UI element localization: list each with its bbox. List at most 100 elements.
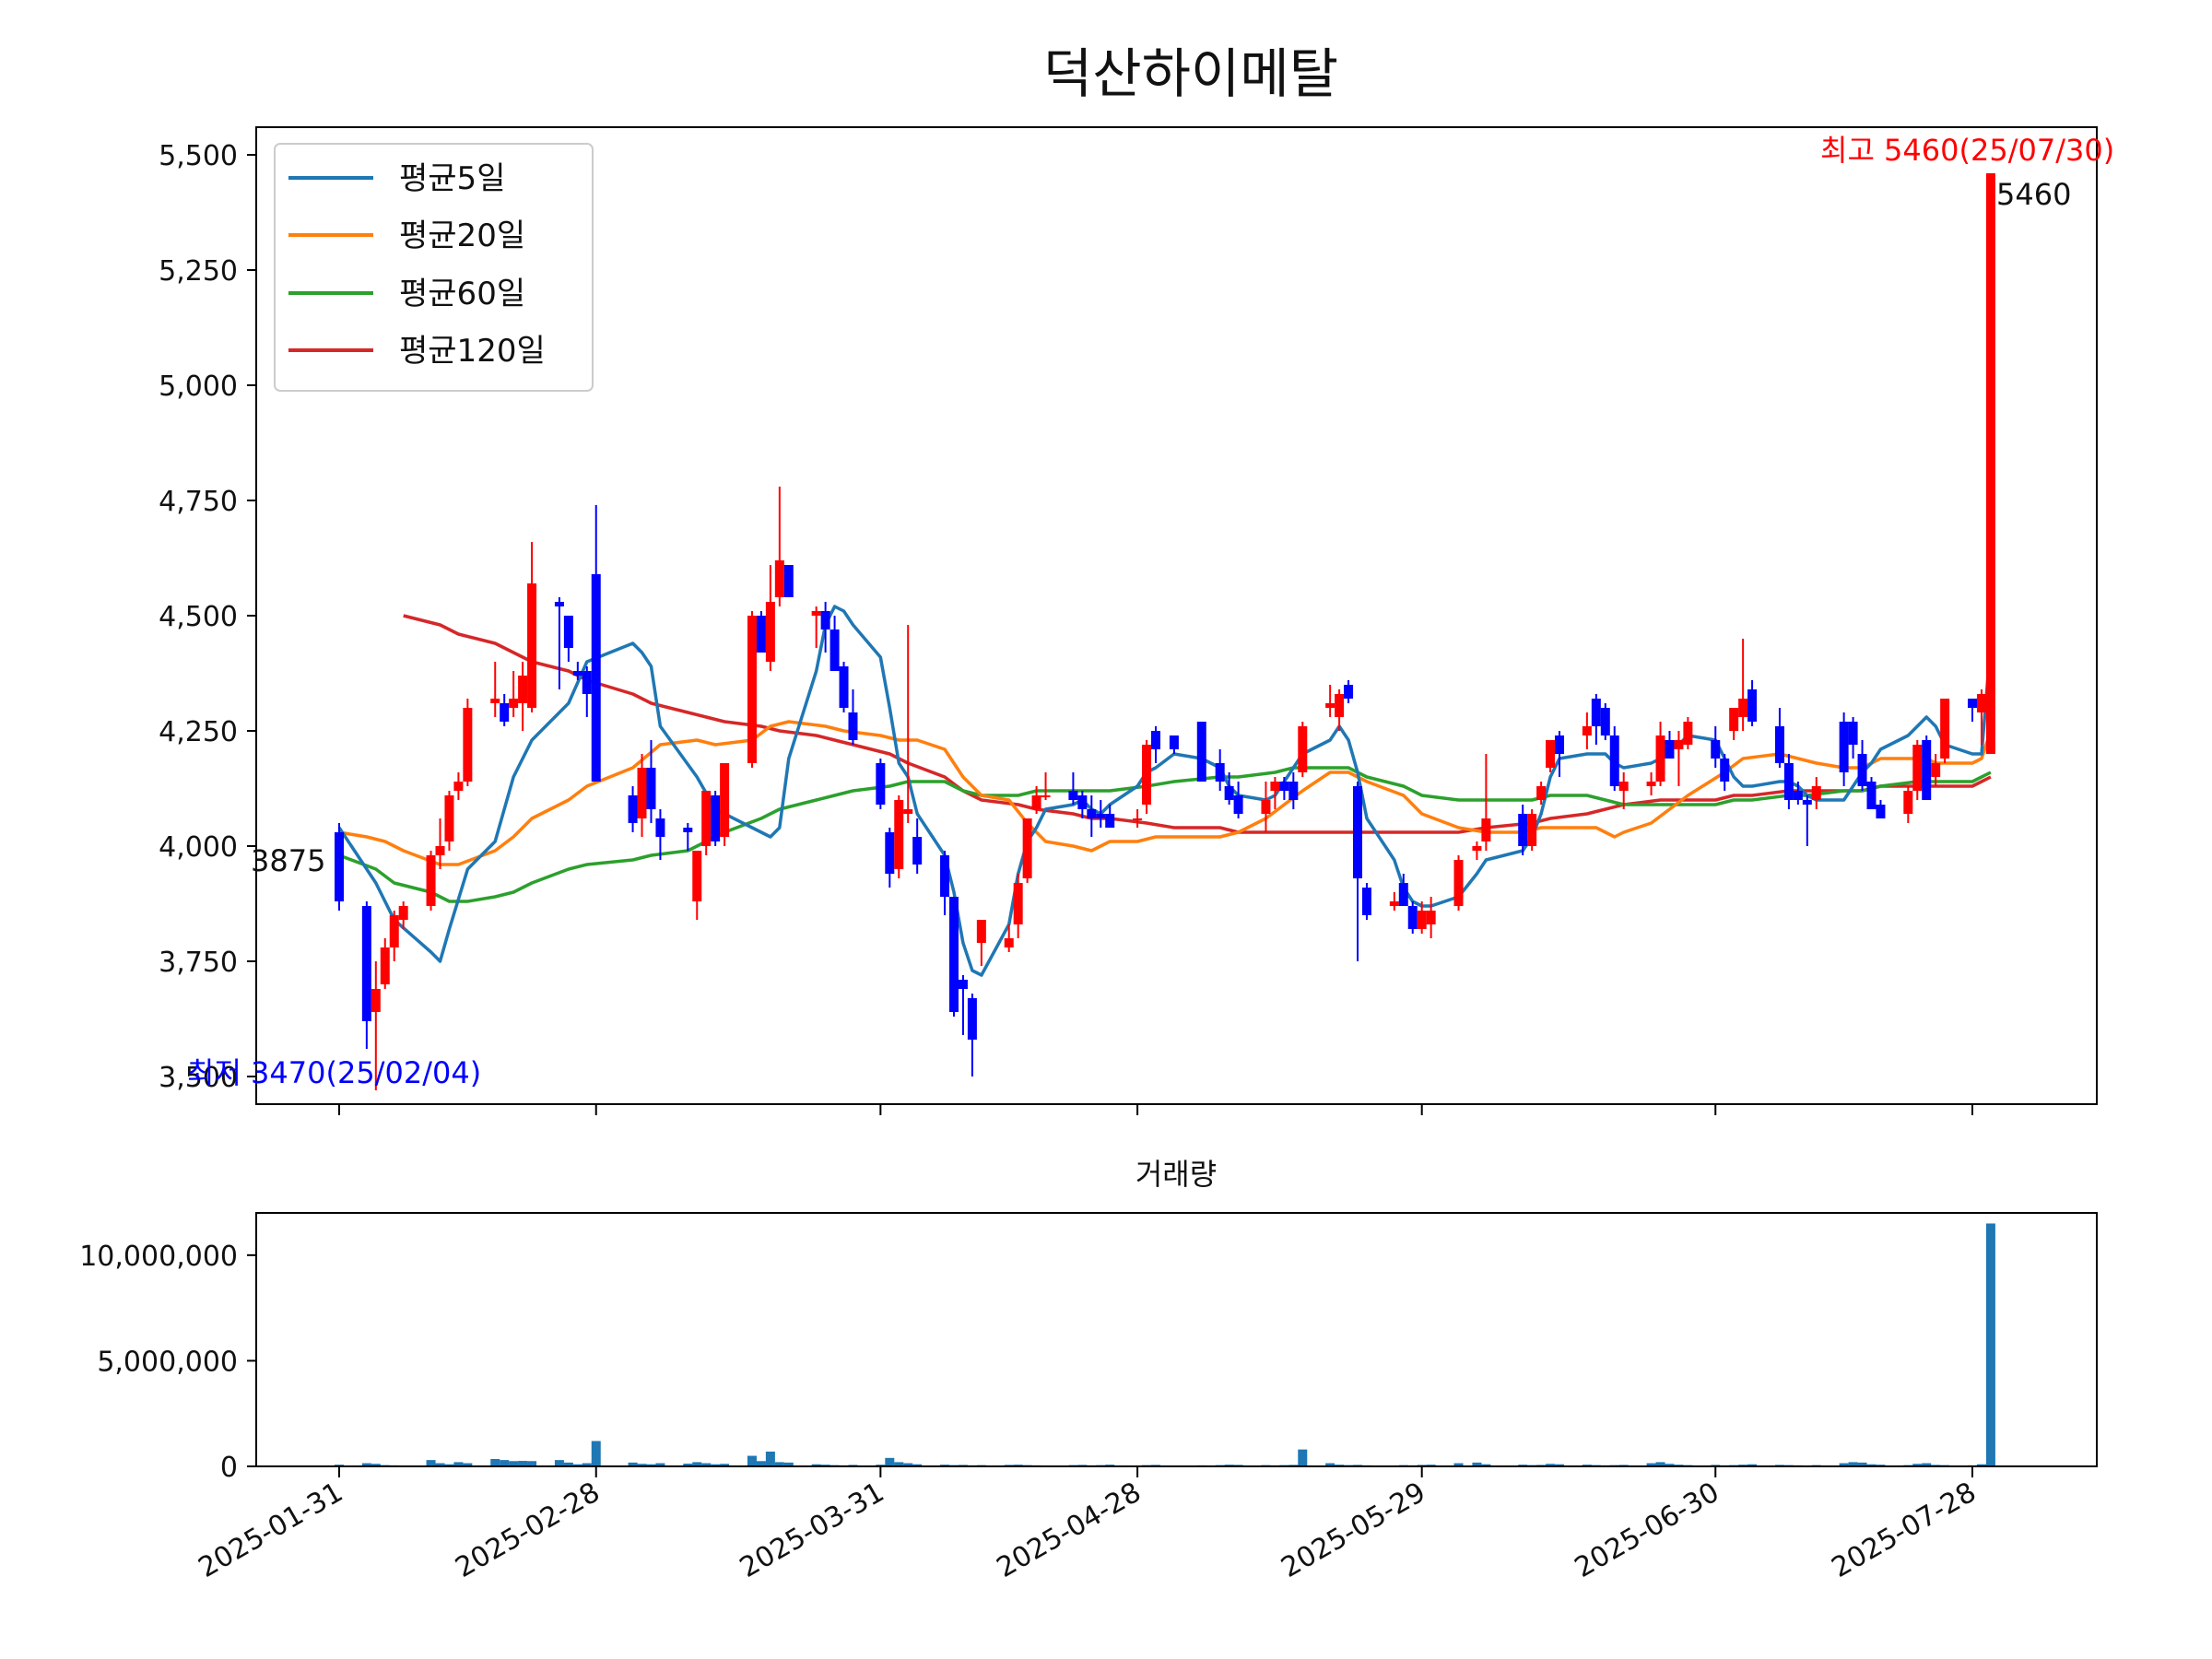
candle bbox=[1903, 786, 1913, 823]
candle-body bbox=[1224, 786, 1234, 800]
volume-bar bbox=[711, 1464, 721, 1466]
candle-body bbox=[361, 906, 371, 1021]
candle bbox=[1022, 818, 1032, 883]
candle-body bbox=[1142, 745, 1152, 805]
candle-body bbox=[1582, 726, 1592, 735]
volume-bar bbox=[756, 1461, 766, 1466]
candle bbox=[1361, 883, 1371, 920]
candle bbox=[637, 754, 647, 837]
candle bbox=[912, 818, 923, 874]
volume-bar bbox=[692, 1462, 702, 1466]
candle bbox=[1233, 782, 1243, 818]
candle bbox=[1279, 777, 1289, 800]
candle-body bbox=[1196, 722, 1206, 782]
candle bbox=[1655, 722, 1665, 786]
candle bbox=[1857, 740, 1867, 791]
candle-body bbox=[1353, 786, 1363, 878]
volume-y-tick-label: 5,000,000 bbox=[97, 1346, 238, 1378]
candle-body bbox=[848, 712, 858, 740]
candle-body bbox=[1022, 818, 1032, 878]
candle-body bbox=[1215, 763, 1225, 782]
candle bbox=[1729, 708, 1739, 740]
candle bbox=[1536, 782, 1547, 805]
candle-body bbox=[1270, 782, 1280, 791]
candle-body bbox=[1426, 911, 1436, 924]
price-plot-frame bbox=[255, 126, 2098, 1105]
candle-body bbox=[1279, 782, 1289, 791]
candle bbox=[1215, 749, 1225, 791]
candle bbox=[1389, 892, 1399, 911]
candle bbox=[692, 851, 702, 920]
volume-bar bbox=[885, 1457, 895, 1466]
candle-body bbox=[1720, 759, 1730, 782]
candle-body bbox=[1931, 763, 1941, 777]
candle-body bbox=[646, 768, 656, 809]
candle bbox=[1472, 841, 1482, 860]
volume-bar bbox=[701, 1463, 712, 1466]
candle bbox=[1968, 699, 1977, 722]
candle-body bbox=[1811, 786, 1821, 800]
candle-body bbox=[958, 980, 968, 989]
candle bbox=[1940, 699, 1950, 763]
candle-body bbox=[1105, 814, 1115, 828]
price-y-tick-label: 4,500 bbox=[159, 601, 238, 633]
volume-y-tick-label: 0 bbox=[220, 1452, 238, 1484]
candle-body bbox=[1618, 782, 1629, 791]
candle-body bbox=[1068, 791, 1078, 800]
candle-body bbox=[1802, 800, 1812, 805]
candle-body bbox=[1417, 911, 1427, 929]
candle-body bbox=[1013, 883, 1023, 924]
candle bbox=[1105, 805, 1115, 828]
candle bbox=[1665, 731, 1675, 759]
candle bbox=[582, 666, 592, 717]
candle-body bbox=[335, 832, 344, 901]
legend-label-ma60: 평균60일 bbox=[399, 276, 525, 312]
candle-body bbox=[765, 602, 775, 662]
legend: 평균5일 평균20일 평균60일 평균120일 bbox=[274, 143, 594, 392]
candle-body bbox=[1839, 722, 1849, 772]
candle-body bbox=[563, 616, 573, 648]
candle bbox=[885, 828, 895, 888]
candle-body bbox=[527, 583, 537, 708]
candle-body bbox=[398, 906, 408, 920]
volume-bar bbox=[490, 1458, 500, 1466]
candle-body bbox=[756, 616, 766, 653]
candle-body bbox=[1968, 699, 1977, 708]
candle-body bbox=[1876, 805, 1886, 818]
candle bbox=[380, 938, 390, 989]
candle bbox=[1013, 874, 1023, 938]
candle-body bbox=[774, 560, 784, 597]
candle bbox=[1527, 809, 1537, 851]
candle bbox=[1912, 740, 1923, 800]
candle bbox=[1582, 712, 1592, 749]
candle bbox=[940, 851, 950, 915]
candle bbox=[1224, 772, 1234, 805]
ma120-line bbox=[403, 614, 1992, 834]
candle bbox=[646, 740, 656, 823]
volume-bar bbox=[361, 1463, 371, 1466]
volume-bar bbox=[591, 1441, 601, 1466]
candle bbox=[1720, 754, 1730, 791]
candle bbox=[1866, 777, 1877, 809]
volume-bar bbox=[1665, 1464, 1675, 1466]
candle-body bbox=[683, 828, 693, 832]
volume-bar bbox=[1472, 1462, 1482, 1466]
candle-body bbox=[1288, 782, 1299, 800]
candle bbox=[1270, 777, 1280, 809]
volume-bar bbox=[554, 1460, 564, 1466]
candle-body bbox=[444, 795, 454, 841]
candle-body bbox=[572, 671, 582, 676]
volume-bar bbox=[572, 1464, 582, 1466]
ma60-line bbox=[338, 766, 1992, 903]
candle-body bbox=[1151, 731, 1160, 749]
candle-body bbox=[628, 795, 638, 823]
candle bbox=[1976, 689, 1986, 745]
candle bbox=[389, 911, 399, 961]
price-y-tick-label: 3,500 bbox=[159, 1062, 238, 1094]
candle bbox=[444, 791, 454, 851]
candle bbox=[683, 823, 693, 851]
volume-bar bbox=[637, 1464, 647, 1466]
candle bbox=[1985, 173, 1995, 754]
candle bbox=[1096, 800, 1106, 828]
candle bbox=[1398, 874, 1408, 906]
